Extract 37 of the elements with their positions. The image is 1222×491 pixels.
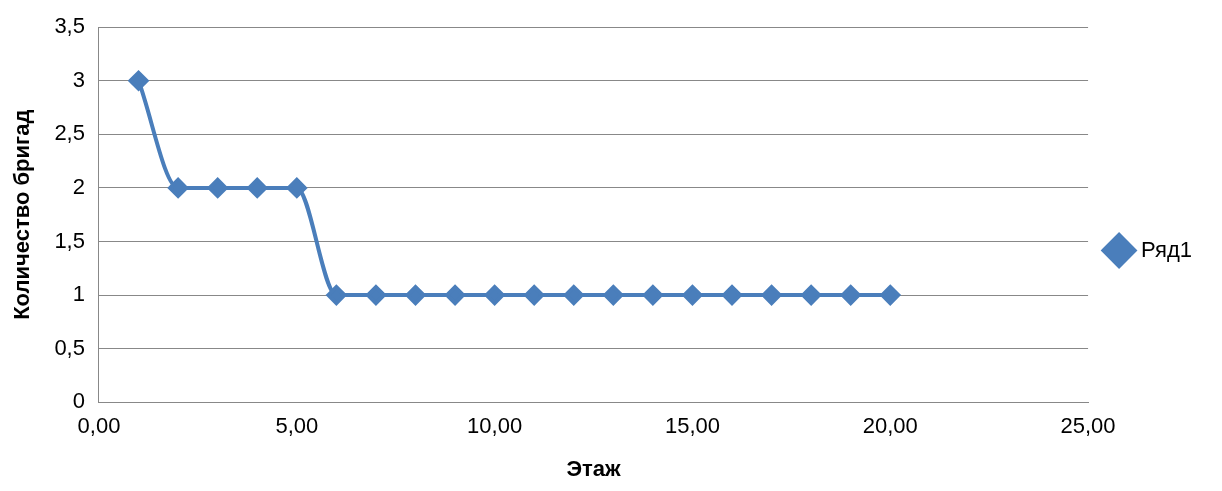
point [247,177,268,198]
point [168,177,189,198]
x-tick-label: 25,00 [1060,413,1116,439]
point [286,177,307,198]
point [722,285,742,306]
y-tick-label: 3 [72,66,85,92]
point [840,285,861,306]
y-tick-label: 3,5 [54,13,85,39]
point [365,285,386,306]
point [603,285,624,306]
y-tick-label: 1 [72,281,85,307]
x-tick-label: 10,00 [467,413,523,439]
x-tick-label: 20,00 [862,413,918,439]
x-tick-label: 5,00 [275,413,319,439]
point [484,285,505,306]
point [563,285,584,306]
y-tick-label: 2 [72,173,85,199]
x-axis-title: Этаж [566,455,622,481]
point [801,285,822,306]
x-tick-label: 15,00 [664,413,720,439]
legend-label: Ряд1 [1141,236,1193,262]
y-tick-label: 0 [72,388,85,414]
x-tick-label: 0,00 [77,413,121,439]
point [207,177,228,198]
point [128,70,149,91]
point [405,285,426,306]
point [642,285,663,306]
point [761,285,782,306]
point [326,285,347,306]
y-tick-label: 2,5 [54,120,85,146]
y-tick-label: 0,5 [54,334,85,360]
y-axis-title: Количество бригад [9,109,35,320]
point [880,285,901,306]
point [682,285,703,306]
point [524,285,545,306]
point [445,285,466,306]
y-tick-label: 1,5 [54,227,85,253]
